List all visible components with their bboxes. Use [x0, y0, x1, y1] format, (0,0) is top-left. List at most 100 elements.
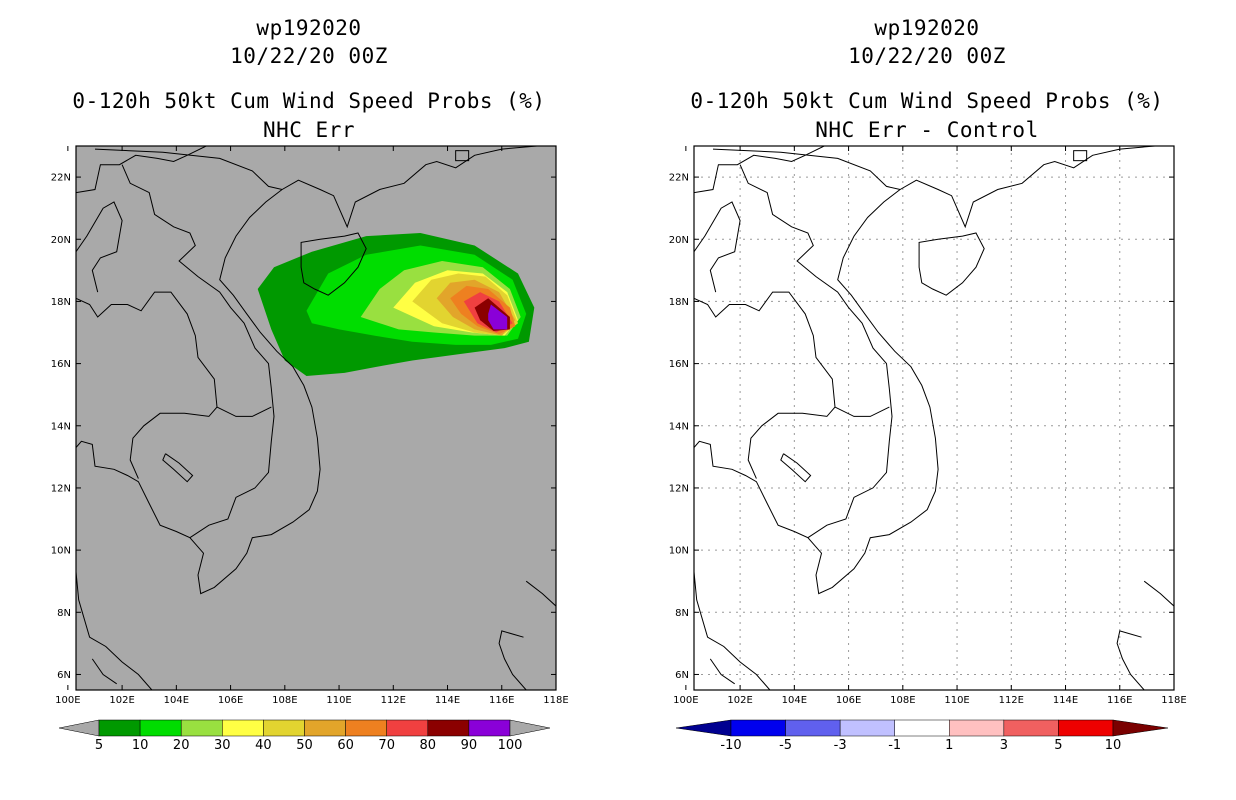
coastline — [712, 146, 1156, 229]
lat-label: 10N — [669, 546, 689, 557]
colorbar-swatch — [839, 719, 895, 737]
coastline — [694, 571, 771, 690]
coastline — [525, 580, 556, 607]
colorbar-swatch — [222, 719, 264, 737]
coastline — [918, 232, 985, 296]
lat-label: 16N — [51, 359, 71, 370]
colorbar-under-arrow — [58, 719, 100, 737]
product-title: 0-120h 50kt Cum Wind Speed Probs (%) — [690, 89, 1164, 113]
datetime: 10/22/20 00Z — [230, 44, 388, 68]
colorbar-label: 40 — [255, 738, 272, 753]
probability-contour — [488, 304, 508, 330]
lake — [162, 453, 194, 483]
colorbar-swatch — [468, 719, 511, 737]
colorbar-swatch — [386, 719, 429, 737]
country-border — [694, 201, 741, 293]
lat-label: 8N — [57, 608, 71, 619]
coastline — [300, 232, 367, 296]
colorbar-swatch — [427, 719, 470, 737]
colorbar-label: -10 — [720, 738, 741, 753]
colorbar-swatch — [304, 719, 346, 737]
colorbar-label: 70 — [378, 738, 395, 753]
colorbar-swatch — [1058, 719, 1114, 737]
colorbar-swatch — [1003, 719, 1059, 737]
colorbar-label: 80 — [420, 738, 437, 753]
colorbar-label: 5 — [1054, 738, 1062, 753]
lon-label: 118E — [543, 695, 568, 706]
lon-label: 114E — [1053, 695, 1078, 706]
lon-label: 104E — [164, 695, 189, 706]
lon-label: 108E — [890, 695, 915, 706]
country-border — [76, 146, 207, 194]
country-border — [709, 658, 735, 685]
lon-label: 104E — [782, 695, 807, 706]
lat-label: 20N — [669, 235, 689, 246]
colorbar-swatch — [263, 719, 305, 737]
lat-label: 18N — [669, 297, 689, 308]
product-title: 0-120h 50kt Cum Wind Speed Probs (%) — [72, 89, 546, 113]
country-border — [739, 164, 893, 539]
colorbar-label: 3 — [1000, 738, 1008, 753]
colorbar-swatch — [345, 719, 387, 737]
colorbar-label: -1 — [888, 738, 901, 753]
colorbar-label: 5 — [95, 738, 103, 753]
country-border — [834, 406, 890, 417]
storm-id: wp192020 — [256, 16, 362, 40]
storm-id: wp192020 — [874, 16, 980, 40]
lon-label: 112E — [999, 695, 1024, 706]
lon-label: 112E — [381, 695, 406, 706]
country-border — [216, 406, 272, 417]
lat-label: 22N — [51, 173, 71, 184]
coastline — [1143, 580, 1174, 607]
lat-label: 12N — [669, 483, 689, 494]
lon-label: 100E — [673, 695, 698, 706]
panel-subtitle: NHC Err — [262, 118, 355, 142]
coastline — [498, 630, 527, 690]
colorbar-swatch — [894, 719, 950, 737]
lat-label: 12N — [51, 483, 71, 494]
country-border — [76, 291, 218, 479]
country-border — [121, 164, 275, 539]
lat-label: 10N — [51, 546, 71, 557]
colorbar-swatch — [730, 719, 786, 737]
lat-label: 14N — [669, 421, 689, 432]
map-frame — [75, 145, 557, 691]
coastline — [94, 146, 538, 229]
country-border — [76, 201, 123, 293]
lon-label: 102E — [727, 695, 752, 706]
colorbar-over-arrow — [509, 719, 551, 737]
lon-label: 102E — [109, 695, 134, 706]
colorbar-label: 60 — [337, 738, 354, 753]
colorbar-label: 10 — [1105, 738, 1122, 753]
lon-label: 108E — [272, 695, 297, 706]
colorbar-over-arrow — [1112, 719, 1169, 737]
location-marker — [455, 150, 470, 162]
colorbar-label: 100 — [498, 738, 523, 753]
lon-label: 106E — [836, 695, 861, 706]
colorbar-under-arrow — [675, 719, 732, 737]
colorbar-swatch — [139, 719, 182, 737]
coastline — [1116, 630, 1145, 690]
lat-label: 20N — [51, 235, 71, 246]
colorbar-label: 90 — [461, 738, 478, 753]
country-border — [694, 146, 825, 194]
colorbar-swatch — [785, 719, 841, 737]
lat-label: 8N — [675, 608, 689, 619]
colorbar-swatch — [180, 719, 223, 737]
lon-label: 116E — [489, 695, 514, 706]
country-border — [91, 658, 117, 685]
map-difference: 22N 20N 18N 16N 14N 12N 10N 8N 6N 100E 102E 104E 106… — [669, 145, 1187, 753]
lon-label: 118E — [1161, 695, 1186, 706]
colorbar-swatch — [98, 719, 141, 737]
lon-label: 114E — [435, 695, 460, 706]
colorbar-label: 50 — [296, 738, 313, 753]
coastline — [76, 189, 321, 595]
coastline — [76, 571, 153, 690]
lon-label: 116E — [1107, 695, 1132, 706]
panel-subtitle: NHC Err - Control — [815, 118, 1039, 142]
lat-label: 6N — [675, 670, 689, 681]
colorbar-label: -5 — [779, 738, 792, 753]
lon-label: 100E — [55, 695, 80, 706]
colorbar-label: 30 — [214, 738, 231, 753]
